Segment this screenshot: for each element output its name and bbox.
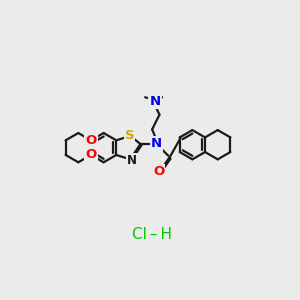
Text: O: O <box>153 165 164 178</box>
Text: N: N <box>127 154 137 167</box>
Text: N: N <box>151 137 162 151</box>
Text: Cl – H: Cl – H <box>132 227 172 242</box>
Text: O: O <box>85 148 97 161</box>
Text: S: S <box>124 129 134 142</box>
Text: N: N <box>149 95 161 108</box>
Text: O: O <box>85 134 97 147</box>
